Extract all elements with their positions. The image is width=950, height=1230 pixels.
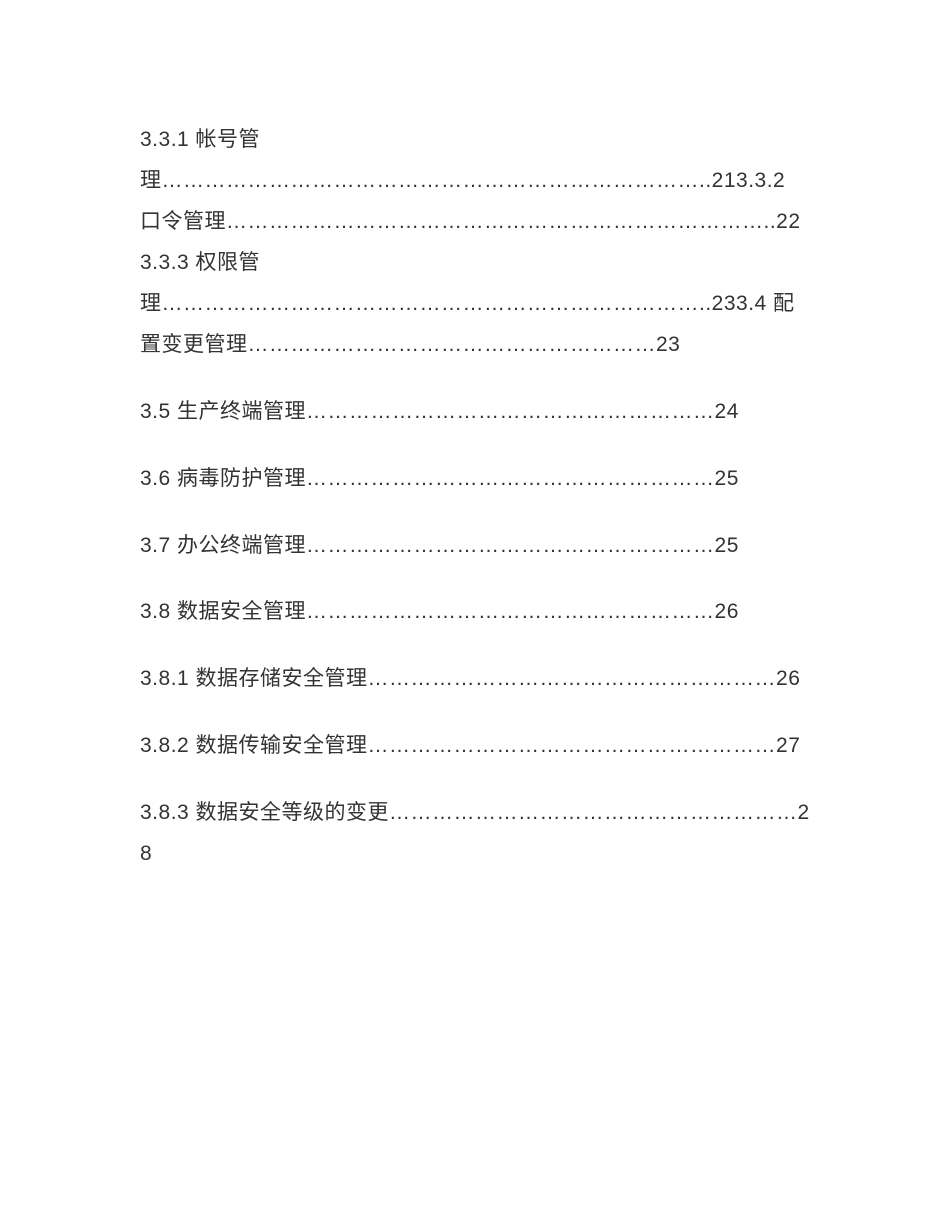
toc-entry: 3.8.3 数据安全等级的变更…………………………………………………28 bbox=[140, 793, 810, 875]
toc-entry: 3.8.1 数据存储安全管理…………………………………………………26 bbox=[140, 659, 810, 700]
toc-entry: 3.8 数据安全管理…………………………………………………26 bbox=[140, 592, 810, 633]
toc-entry: 3.3.1 帐号管理…………………………………………………………………..213… bbox=[140, 120, 810, 366]
toc-entry: 3.5 生产终端管理…………………………………………………24 bbox=[140, 392, 810, 433]
toc-entry: 3.6 病毒防护管理…………………………………………………25 bbox=[140, 459, 810, 500]
toc-entry: 3.8.2 数据传输安全管理…………………………………………………27 bbox=[140, 726, 810, 767]
toc-entry: 3.7 办公终端管理…………………………………………………25 bbox=[140, 526, 810, 567]
table-of-contents: 3.3.1 帐号管理…………………………………………………………………..213… bbox=[140, 120, 810, 875]
